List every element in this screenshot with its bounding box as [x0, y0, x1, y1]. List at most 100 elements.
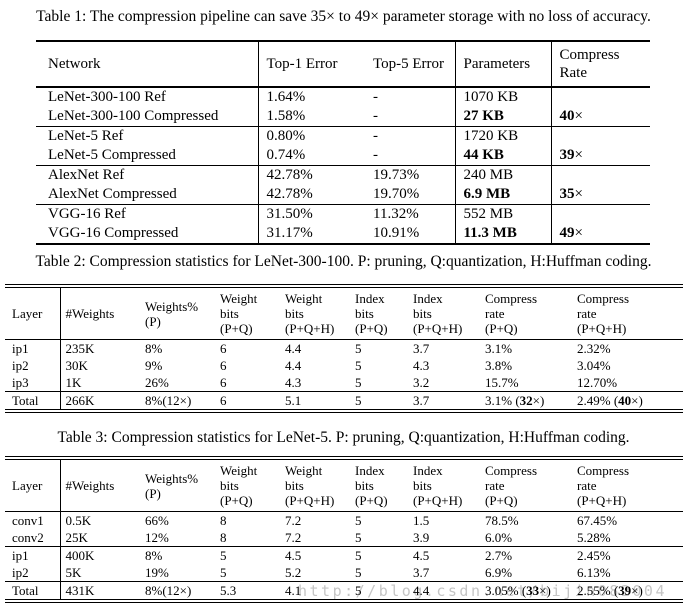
rate-cell: [550, 165, 650, 185]
weights-pct-cell: 66%: [145, 513, 169, 528]
wbits-pqh-cell: 4.4: [285, 358, 302, 373]
table2-total-row: Total 266K 8%(12×) 6 5.1 5 3.7 3.1% (32×…: [5, 391, 683, 411]
rate-cell: [550, 87, 650, 107]
weights-cell: 431K: [60, 581, 140, 601]
top1-cell: 1.64%: [257, 87, 365, 107]
crate-bold-value: 33: [526, 583, 540, 598]
top5-cell: 10.91%: [373, 225, 420, 241]
params-cell: 1720 KB: [454, 126, 551, 146]
top1-cell: 31.50%: [257, 204, 365, 224]
header-top5-error: Top-5 Error: [365, 41, 455, 88]
params-cell: 27 KB: [454, 107, 551, 127]
weights-pct-cell: 8%: [145, 341, 163, 356]
weights-cell: 5K: [65, 565, 82, 580]
ibits-pq-cell: 5: [350, 546, 408, 564]
header-network: Network: [36, 41, 258, 88]
wbits-pqh-cell: 5.2: [285, 565, 302, 580]
wbits-pq-cell: 6: [220, 341, 227, 356]
params-cell: 44 KB: [454, 146, 551, 166]
wbits-pq-cell: 8: [220, 513, 227, 528]
top5-cell: -: [373, 147, 378, 163]
ibits-pqh-cell: 4.4: [408, 581, 480, 601]
table3-total-row: Total 431K 8%(12×) 5.3 4.1 5 4.4 3.05% (…: [5, 581, 683, 601]
ibits-pq-cell: 5: [355, 513, 362, 528]
table1-row: LeNet-5 Ref 0.80% - 1720 KB: [36, 126, 650, 146]
times-sign: ×: [574, 108, 583, 124]
crate-pqh-cell: 12.70%: [577, 375, 618, 390]
network-cell: VGG-16 Compressed: [48, 225, 179, 241]
header-compress-rate-pqh: Compress rate (P+Q+H): [572, 458, 683, 512]
crate-pqh-cell: 5.28%: [577, 530, 611, 545]
top5-cell: -: [373, 108, 378, 124]
ibits-pqh-cell: 4.3: [413, 358, 430, 373]
layer-cell: conv1: [5, 511, 61, 529]
weights-cell: 235K: [65, 341, 95, 356]
crate-pqh-cell: 67.45%: [577, 513, 618, 528]
crate-text: ×): [532, 393, 545, 408]
header-weight-bits-pqh: Weight bits (P+Q+H): [280, 286, 350, 340]
wbits-pqh-cell: 5.1: [280, 391, 350, 411]
header-compress-rate-pqh: Compress rate (P+Q+H): [572, 286, 683, 340]
top5-cell: -: [373, 89, 378, 105]
crate-pq-cell: 78.5%: [485, 513, 519, 528]
times-sign: ×: [574, 225, 583, 241]
top1-cell: 1.58%: [257, 107, 365, 127]
wbits-pqh-cell: 4.3: [285, 375, 302, 390]
ibits-pqh-cell: 3.9: [413, 530, 430, 545]
network-cell: LeNet-5 Compressed: [48, 147, 176, 163]
wbits-pq-cell: 8: [220, 530, 227, 545]
params-cell: 1070 KB: [454, 87, 551, 107]
ibits-pqh-cell: 3.7: [413, 341, 430, 356]
ibits-pq-cell: 5: [355, 530, 362, 545]
params-cell: 240 MB: [454, 165, 551, 185]
crate-text: ×): [631, 393, 643, 408]
header-compress-rate-pq: Compress rate (P+Q): [480, 458, 572, 512]
table2-row: ip1 235K 8% 6 4.4 5 3.7 3.1% 2.32%: [5, 339, 683, 357]
ibits-pqh-cell: 4.5: [408, 546, 480, 564]
table2-container: Layer #Weights Weights% (P) Weight bits …: [5, 284, 683, 413]
top1-cell: 0.74%: [257, 146, 365, 166]
weights-cell: 0.5K: [65, 513, 92, 528]
ibits-pqh-cell: 1.5: [413, 513, 430, 528]
crate-pqh-cell: 2.45%: [572, 546, 683, 564]
rate-value: 35: [559, 186, 575, 202]
header-index-bits-pq: Index bits (P+Q): [350, 286, 408, 340]
crate-pqh-cell: 2.55% (39×): [572, 581, 683, 601]
crate-pq-cell: 3.1%: [485, 341, 513, 356]
wbits-pq-cell: 6: [215, 391, 280, 411]
compression-pipeline-table: Network Top-1 Error Top-5 Error Paramete…: [36, 40, 650, 245]
table3-row: ip1 400K 8% 5 4.5 5 4.5 2.7% 2.45%: [5, 546, 683, 564]
weights-cell: 400K: [60, 546, 140, 564]
table1-row: LeNet-300-100 Ref 1.64% - 1070 KB: [36, 87, 650, 107]
header-num-weights: #Weights: [60, 286, 140, 340]
layer-cell: ip1: [5, 546, 61, 564]
network-cell: LeNet-5 Ref: [36, 126, 258, 146]
ibits-pq-cell: 5: [355, 358, 362, 373]
table1-row: LeNet-300-100 Compressed 1.58% - 27 KB 4…: [36, 107, 650, 127]
network-cell: VGG-16 Ref: [36, 204, 258, 224]
header-compress-rate: Compress Rate: [550, 41, 650, 88]
times-sign: ×: [574, 186, 583, 202]
lenet-5-stats-table: Layer #Weights Weights% (P) Weight bits …: [5, 456, 683, 603]
ibits-pqh-cell: 3.2: [413, 375, 430, 390]
table3-container: Layer #Weights Weights% (P) Weight bits …: [5, 456, 683, 603]
weights-pct-cell: 12%: [145, 530, 169, 545]
crate-text: 3.05% (: [485, 583, 527, 598]
rate-value: 39: [559, 147, 575, 163]
table3-row: conv1 0.5K 66% 8 7.2 5 1.5 78.5% 67.45%: [5, 511, 683, 529]
rate-cell: [550, 126, 650, 146]
table1-row: AlexNet Compressed 42.78% 19.70% 6.9 MB …: [36, 185, 650, 205]
ibits-pq-cell: 5: [350, 581, 408, 601]
table2-caption: Table 2: Compression statistics for LeNe…: [35, 253, 652, 270]
crate-pq-cell: 3.8%: [485, 358, 513, 373]
crate-pq-cell: 6.0%: [485, 530, 513, 545]
wbits-pq-cell: 6: [220, 375, 227, 390]
ibits-pq-cell: 5: [355, 375, 362, 390]
network-cell: LeNet-300-100 Ref: [48, 89, 166, 105]
table1-row: VGG-16 Compressed 31.17% 10.91% 11.3 MB …: [36, 224, 650, 244]
weights-pct-cell: 8%(12×): [140, 581, 215, 601]
params-cell: 11.3 MB: [454, 224, 551, 244]
crate-pq-cell: 3.1% (32×): [480, 391, 572, 411]
network-cell: AlexNet Ref: [36, 165, 258, 185]
table3-row: conv2 25K 12% 8 7.2 5 3.9 6.0% 5.28%: [5, 529, 683, 547]
